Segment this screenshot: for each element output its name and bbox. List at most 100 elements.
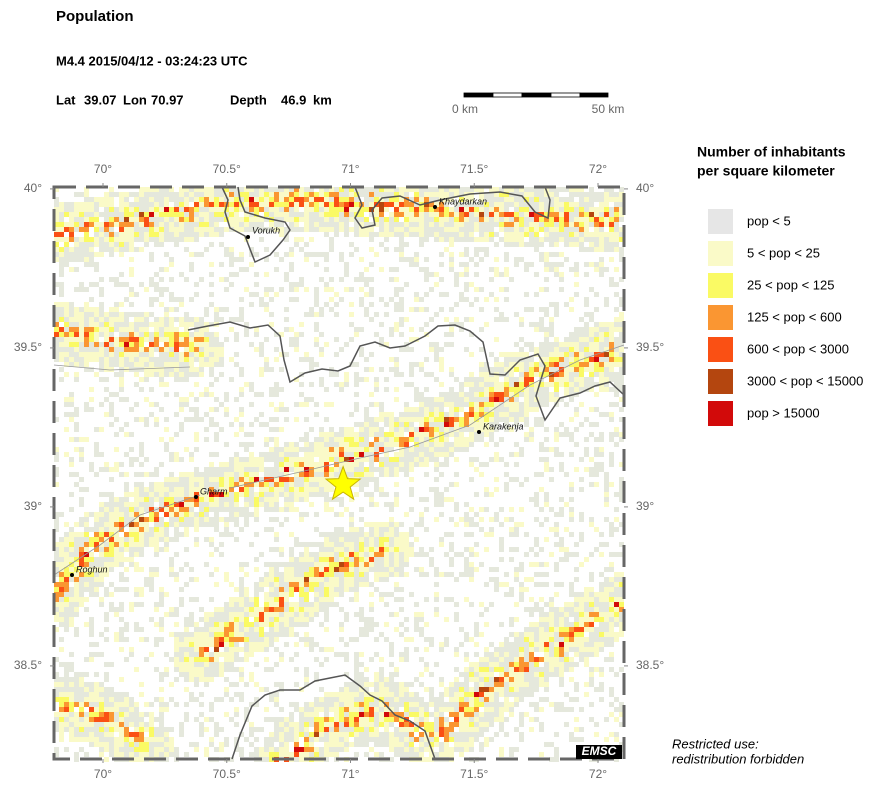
- population-cell: [174, 412, 179, 417]
- population-cell: [274, 417, 279, 422]
- population-cell: [174, 647, 179, 652]
- population-cell: [319, 572, 324, 577]
- population-cell: [289, 612, 294, 617]
- population-cell: [359, 547, 364, 552]
- population-cell: [139, 637, 144, 642]
- population-cell: [374, 722, 379, 727]
- population-cell: [94, 202, 99, 207]
- population-cell: [299, 357, 304, 362]
- population-cell: [234, 517, 239, 522]
- population-cell: [184, 377, 189, 382]
- population-cell: [199, 227, 204, 232]
- population-cell: [339, 457, 344, 462]
- population-cell: [284, 452, 289, 457]
- population-cell: [434, 462, 439, 467]
- population-cell: [324, 552, 329, 557]
- population-cell: [184, 187, 189, 192]
- population-cell: [244, 192, 249, 197]
- population-cell: [379, 752, 384, 757]
- population-cell: [419, 712, 424, 717]
- population-cell: [214, 622, 219, 627]
- population-cell: [354, 567, 359, 572]
- population-cell: [154, 237, 159, 242]
- population-cell: [54, 712, 59, 717]
- population-cell: [184, 332, 189, 337]
- population-cell: [234, 462, 239, 467]
- population-cell: [379, 532, 384, 537]
- population-cell: [324, 497, 329, 502]
- population-cell: [249, 642, 254, 647]
- population-cell: [379, 712, 384, 717]
- population-cell: [109, 527, 114, 532]
- population-cell: [249, 472, 254, 477]
- population-cell: [54, 452, 59, 457]
- population-cell: [334, 457, 339, 462]
- population-cell: [329, 647, 334, 652]
- population-cell: [299, 577, 304, 582]
- population-cell: [179, 272, 184, 277]
- population-cell: [229, 652, 234, 657]
- population-cell: [289, 737, 294, 742]
- population-cell: [109, 242, 114, 247]
- population-cell: [154, 602, 159, 607]
- population-cell: [194, 697, 199, 702]
- population-cell: [234, 227, 239, 232]
- population-cell: [294, 542, 299, 547]
- population-cell: [279, 617, 284, 622]
- population-cell: [409, 362, 414, 367]
- population-cell: [179, 192, 184, 197]
- population-cell: [349, 322, 354, 327]
- population-cell: [74, 712, 79, 717]
- population-cell: [444, 222, 449, 227]
- population-cell: [264, 337, 269, 342]
- population-cell: [404, 687, 409, 692]
- population-cell: [324, 562, 329, 567]
- population-cell: [439, 407, 444, 412]
- population-cell: [374, 217, 379, 222]
- population-cell: [99, 452, 104, 457]
- population-cell: [349, 197, 354, 202]
- population-cell: [254, 202, 259, 207]
- population-cell: [59, 687, 64, 692]
- population-cell: [124, 192, 129, 197]
- population-cell: [104, 737, 109, 742]
- population-cell: [149, 567, 154, 572]
- population-cell: [294, 607, 299, 612]
- population-cell: [399, 442, 404, 447]
- population-cell: [204, 207, 209, 212]
- population-cell: [114, 507, 119, 512]
- population-cell: [54, 582, 59, 587]
- population-cell: [294, 192, 299, 197]
- population-cell: [254, 602, 259, 607]
- population-cell: [419, 462, 424, 467]
- population-cell: [444, 642, 449, 647]
- population-cell: [189, 342, 194, 347]
- population-cell: [309, 582, 314, 587]
- population-cell: [334, 222, 339, 227]
- population-cell: [379, 297, 384, 302]
- population-cell: [144, 577, 149, 582]
- population-cell: [319, 597, 324, 602]
- population-cell: [409, 592, 414, 597]
- population-cell: [119, 637, 124, 642]
- population-cell: [84, 572, 89, 577]
- population-cell: [279, 197, 284, 202]
- population-cell: [144, 457, 149, 462]
- population-cell: [129, 712, 134, 717]
- population-cell: [154, 332, 159, 337]
- population-cell: [209, 477, 214, 482]
- population-cell: [134, 217, 139, 222]
- population-cell: [294, 507, 299, 512]
- population-cell: [324, 572, 329, 577]
- population-cell: [354, 727, 359, 732]
- population-cell: [124, 637, 129, 642]
- population-cell: [54, 472, 59, 477]
- population-cell: [219, 347, 224, 352]
- population-cell: [179, 642, 184, 647]
- population-cell: [134, 357, 139, 362]
- population-cell: [449, 442, 454, 447]
- population-cell: [164, 592, 169, 597]
- population-cell: [169, 277, 174, 282]
- population-cell: [324, 597, 329, 602]
- population-cell: [84, 562, 89, 567]
